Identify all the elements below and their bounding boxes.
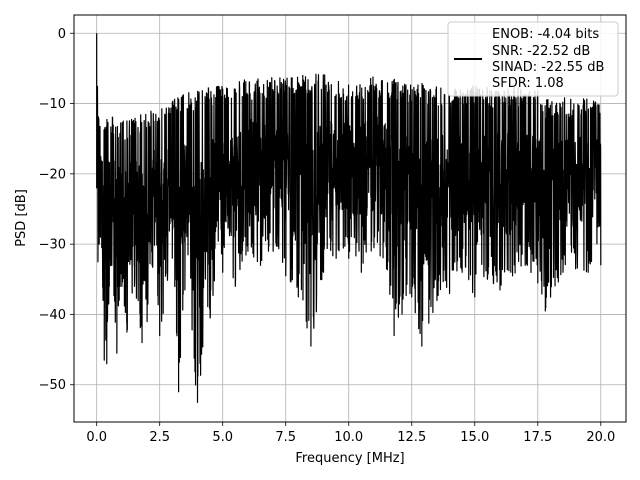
psd-series-line <box>96 33 602 403</box>
x-axis-label: Frequency [MHz] <box>295 451 404 466</box>
x-tick-label: 7.5 <box>275 430 296 445</box>
y-tick-label: −40 <box>39 308 66 323</box>
plot-frame <box>73 14 627 423</box>
y-tick-label: −20 <box>39 167 66 182</box>
ticks: 0.0 2.5 5.0 7.5 10.0 12.5 15.0 17.5 20.0 0 −10 −20 −… <box>39 27 616 445</box>
x-tick-label: 20.0 <box>586 430 615 445</box>
legend-sinad: SINAD: -22.55 dB <box>492 60 604 75</box>
y-tick-label: −50 <box>39 378 66 393</box>
x-tick-label: 2.5 <box>149 430 170 445</box>
y-axis-label: PSD [dB] <box>14 189 29 247</box>
y-tick-label: 0 <box>58 27 66 42</box>
x-tick-label: 5.0 <box>212 430 233 445</box>
x-tick-label: 0.0 <box>86 430 107 445</box>
x-tick-label: 12.5 <box>397 430 426 445</box>
legend-snr: SNR: -22.52 dB <box>492 44 590 59</box>
legend-enob: ENOB: -4.04 bits <box>492 27 599 42</box>
x-tick-label: 15.0 <box>460 430 489 445</box>
legend-box <box>447 21 619 97</box>
x-tick-label: 10.0 <box>334 430 363 445</box>
series-layer <box>96 33 602 403</box>
y-tick-label: −30 <box>39 238 66 253</box>
x-tick-label: 17.5 <box>523 430 552 445</box>
legend: ENOB: -4.04 bits SNR: -22.52 dB SINAD: -… <box>447 21 619 97</box>
y-tick-label: −10 <box>39 97 66 112</box>
legend-sfdr: SFDR: 1.08 <box>492 76 564 91</box>
